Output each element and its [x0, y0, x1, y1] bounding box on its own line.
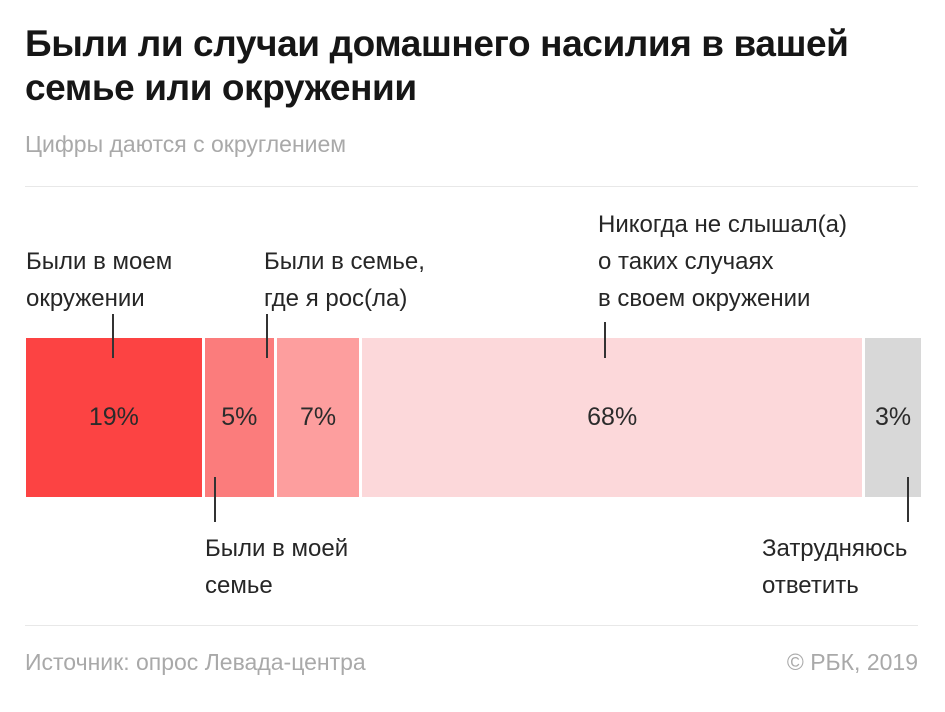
callout-label-line: в своем окружении	[598, 285, 811, 312]
callout-label-above-4: Никогда не слышал(а) о таких случаях в сво…	[598, 206, 847, 317]
segment-value-label: 19%	[88, 403, 139, 431]
callout-label-above-1: Были в моем окружении	[26, 243, 172, 317]
segment-value-label: 5%	[221, 403, 258, 431]
bar-segment-1: 19%	[26, 338, 202, 497]
callout-label-line: где я рос(ла)	[264, 285, 408, 312]
callout-label-line: семье	[205, 572, 273, 599]
callout-label-line: окружении	[26, 285, 145, 312]
callout-label-above-3: Были в семье, где я рос(ла)	[264, 243, 425, 317]
page-title: Были ли случаи домашнего насилия в вашей…	[25, 23, 849, 108]
callout-label-line: о таких случаях	[598, 248, 774, 275]
segment-value-label: 68%	[587, 403, 638, 431]
callout-label-line: Никогда не слышал(а)	[598, 211, 848, 238]
callout-connector-line	[214, 477, 216, 522]
source-text: Источник: опрос Левада-центра	[25, 649, 366, 675]
bar-segment-3: 7%	[276, 338, 360, 497]
segment-value-label: 3%	[874, 403, 912, 431]
callout-connector-line	[907, 477, 909, 522]
divider-top	[25, 186, 918, 187]
bar-segment-5: 3%	[865, 338, 921, 497]
divider-bottom	[25, 625, 918, 626]
callout-connector-line	[604, 322, 606, 358]
callout-label-line: Были в моей	[205, 535, 349, 562]
bar-segment-2: 5%	[204, 338, 274, 497]
segment-value-label: 7%	[300, 403, 337, 431]
credit-text: © РБК, 2019	[786, 649, 918, 675]
callout-label-line: ответить	[762, 572, 859, 599]
callout-connector-line	[266, 314, 268, 358]
chart-note: Цифры даются с округлением	[25, 131, 347, 157]
callout-label-below-2: Были в моей семье	[205, 530, 348, 604]
bar-segment-4: 68%	[362, 338, 863, 497]
callout-connector-line	[112, 314, 114, 358]
stacked-bar: 19% 5% 7% 68% 3%	[26, 338, 921, 497]
callout-label-line: Были в семье,	[264, 248, 425, 275]
callout-label-below-5: Затрудняюсь ответить	[762, 530, 907, 604]
callout-label-line: Затрудняюсь	[762, 535, 908, 562]
callout-label-line: Были в моем	[26, 248, 173, 275]
